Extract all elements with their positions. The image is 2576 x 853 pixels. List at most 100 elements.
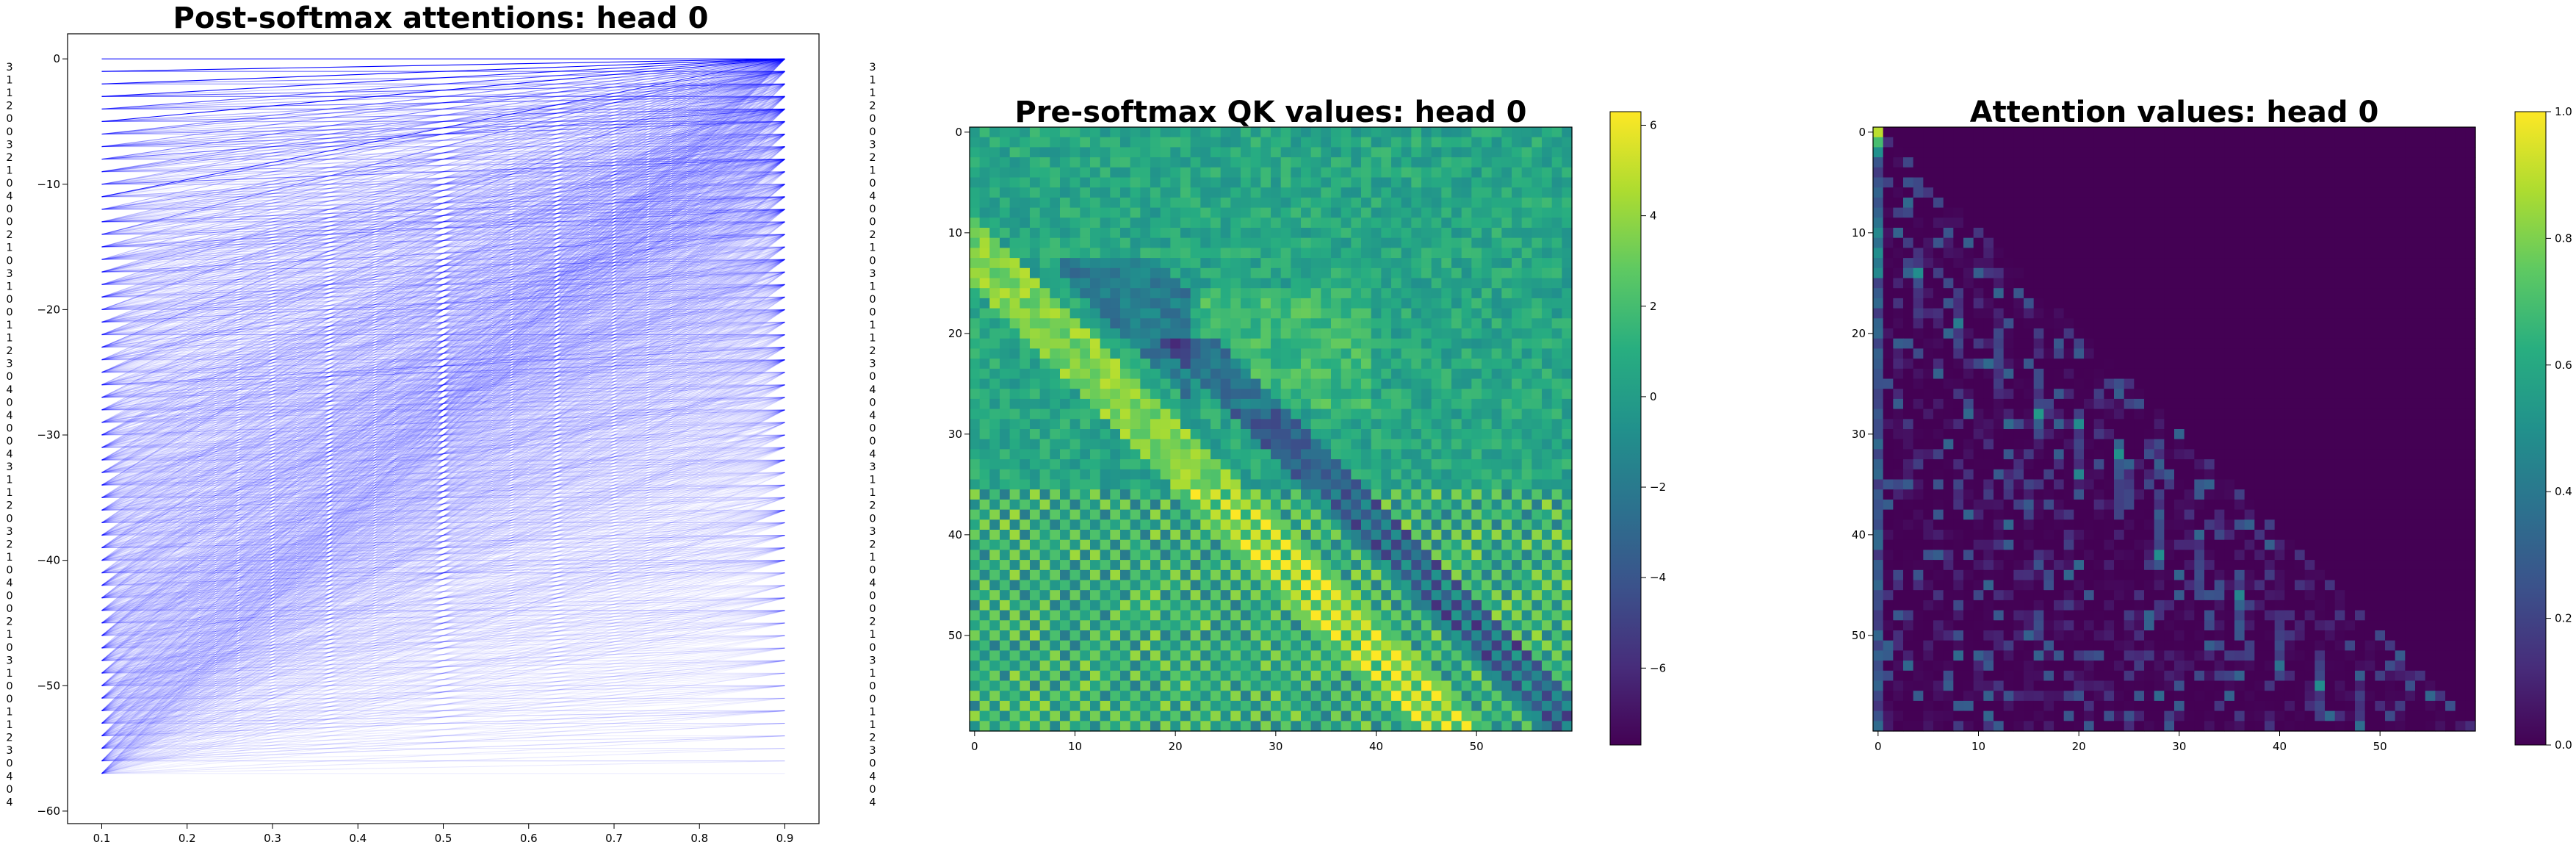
heatmap-cell bbox=[1020, 228, 1030, 238]
heatmap-cell bbox=[1161, 449, 1171, 459]
heatmap-cell bbox=[1281, 147, 1291, 157]
heatmap-cell bbox=[1441, 500, 1451, 510]
heatmap-cell bbox=[1421, 309, 1432, 319]
heatmap-cell bbox=[1401, 228, 1412, 238]
right-token: 2 bbox=[869, 539, 876, 550]
heatmap-cell bbox=[1140, 480, 1150, 490]
heatmap-cell bbox=[1531, 409, 1542, 420]
heatmap-cell bbox=[1040, 137, 1050, 148]
heatmap-cell bbox=[1060, 459, 1070, 469]
heatmap-cell bbox=[1371, 198, 1382, 208]
heatmap-cell bbox=[1010, 419, 1020, 429]
heatmap-cell bbox=[1211, 469, 1221, 480]
heatmap-cell bbox=[1271, 469, 1281, 480]
heatmap-cell bbox=[1080, 580, 1090, 591]
heatmap-cell bbox=[1522, 480, 1532, 490]
heatmap-cell bbox=[1391, 439, 1401, 450]
heatmap-cell bbox=[1200, 449, 1211, 459]
heatmap-cell bbox=[1120, 309, 1130, 319]
heatmap-cell bbox=[970, 359, 980, 369]
heatmap-cell bbox=[1060, 187, 1070, 198]
heatmap-cell bbox=[1251, 449, 1261, 459]
heatmap-cell bbox=[1080, 298, 1090, 309]
heatmap-cell bbox=[1341, 298, 1352, 309]
heatmap-cell bbox=[1361, 339, 1371, 349]
heatmap-cell bbox=[1221, 168, 1231, 178]
heatmap-cell bbox=[1281, 570, 1291, 580]
heatmap-cell bbox=[1522, 449, 1532, 459]
heatmap-cell bbox=[1200, 339, 1211, 349]
y-tick-label: −60 bbox=[37, 805, 60, 818]
heatmap-cell bbox=[1421, 611, 1432, 621]
heatmap-cell bbox=[1482, 359, 1492, 369]
heatmap-cell bbox=[1260, 540, 1271, 550]
heatmap-cell bbox=[1120, 389, 1130, 399]
heatmap-cell bbox=[1200, 178, 1211, 188]
heatmap-cell bbox=[1140, 550, 1150, 560]
heatmap-cell bbox=[1150, 570, 1161, 580]
heatmap-cell bbox=[1331, 489, 1341, 500]
heatmap-cell bbox=[1211, 459, 1221, 469]
heatmap-cell bbox=[1311, 127, 1321, 137]
heatmap-cell bbox=[1120, 228, 1130, 238]
heatmap-cell bbox=[1281, 369, 1291, 379]
heatmap-cell bbox=[1471, 137, 1482, 148]
heatmap-cell bbox=[1531, 489, 1542, 500]
heatmap-cell bbox=[1070, 580, 1080, 591]
heatmap-cell bbox=[1030, 399, 1040, 409]
heatmap-cell bbox=[1482, 449, 1492, 459]
heatmap-cell bbox=[1361, 258, 1371, 268]
heatmap-cell bbox=[1492, 620, 1502, 630]
heatmap-cell bbox=[1512, 318, 1522, 328]
heatmap-cell bbox=[1471, 318, 1482, 328]
heatmap-cell bbox=[1170, 318, 1180, 328]
heatmap-cell bbox=[1482, 590, 1492, 600]
heatmap-cell bbox=[1411, 399, 1421, 409]
heatmap-cell bbox=[1321, 238, 1331, 248]
heatmap-cell bbox=[1080, 449, 1090, 459]
heatmap-cell bbox=[1100, 359, 1111, 369]
heatmap-cell bbox=[1301, 217, 1311, 228]
heatmap-cell bbox=[1090, 258, 1100, 268]
heatmap-cell bbox=[1281, 208, 1291, 218]
heatmap-cell bbox=[1230, 540, 1241, 550]
heatmap-cell bbox=[1361, 198, 1371, 208]
heatmap-cell bbox=[1130, 399, 1141, 409]
heatmap-cell bbox=[1411, 550, 1421, 560]
heatmap-cell bbox=[1020, 519, 1030, 530]
right-token: 1 bbox=[869, 475, 876, 486]
heatmap-cell bbox=[1401, 268, 1412, 278]
heatmap-cell bbox=[1241, 560, 1251, 570]
heatmap-cell bbox=[1251, 268, 1261, 278]
heatmap-cell bbox=[1471, 348, 1482, 359]
heatmap-cell bbox=[1462, 187, 1472, 198]
heatmap-cell bbox=[1361, 178, 1371, 188]
heatmap-cell bbox=[1000, 409, 1010, 420]
heatmap-cell bbox=[1060, 228, 1070, 238]
heatmap-cell bbox=[1301, 600, 1311, 611]
heatmap-cell bbox=[1522, 661, 1532, 671]
heatmap-cell bbox=[989, 348, 1000, 359]
heatmap-cell bbox=[1010, 459, 1020, 469]
heatmap-cell bbox=[1110, 278, 1120, 289]
heatmap-cell bbox=[1301, 540, 1311, 550]
heatmap-cell bbox=[1351, 127, 1361, 137]
heatmap-cell bbox=[1180, 318, 1191, 328]
heatmap-cell bbox=[1361, 168, 1371, 178]
heatmap-cell bbox=[1462, 480, 1472, 490]
heatmap-cell bbox=[1010, 288, 1020, 298]
heatmap-cell bbox=[1150, 611, 1161, 621]
heatmap-cell bbox=[1531, 298, 1542, 309]
heatmap-cell bbox=[1211, 519, 1221, 530]
heatmap-cell bbox=[1010, 359, 1020, 369]
heatmap-cell bbox=[1260, 459, 1271, 469]
heatmap-cell bbox=[1441, 429, 1451, 439]
heatmap-cell bbox=[1432, 309, 1442, 319]
heatmap-cell bbox=[1170, 309, 1180, 319]
heatmap-cell bbox=[970, 137, 980, 148]
heatmap-cell bbox=[1170, 500, 1180, 510]
heatmap-cell bbox=[989, 480, 1000, 490]
heatmap-cell bbox=[1110, 590, 1120, 600]
heatmap-cell bbox=[1351, 469, 1361, 480]
left-token: 1 bbox=[6, 475, 12, 486]
